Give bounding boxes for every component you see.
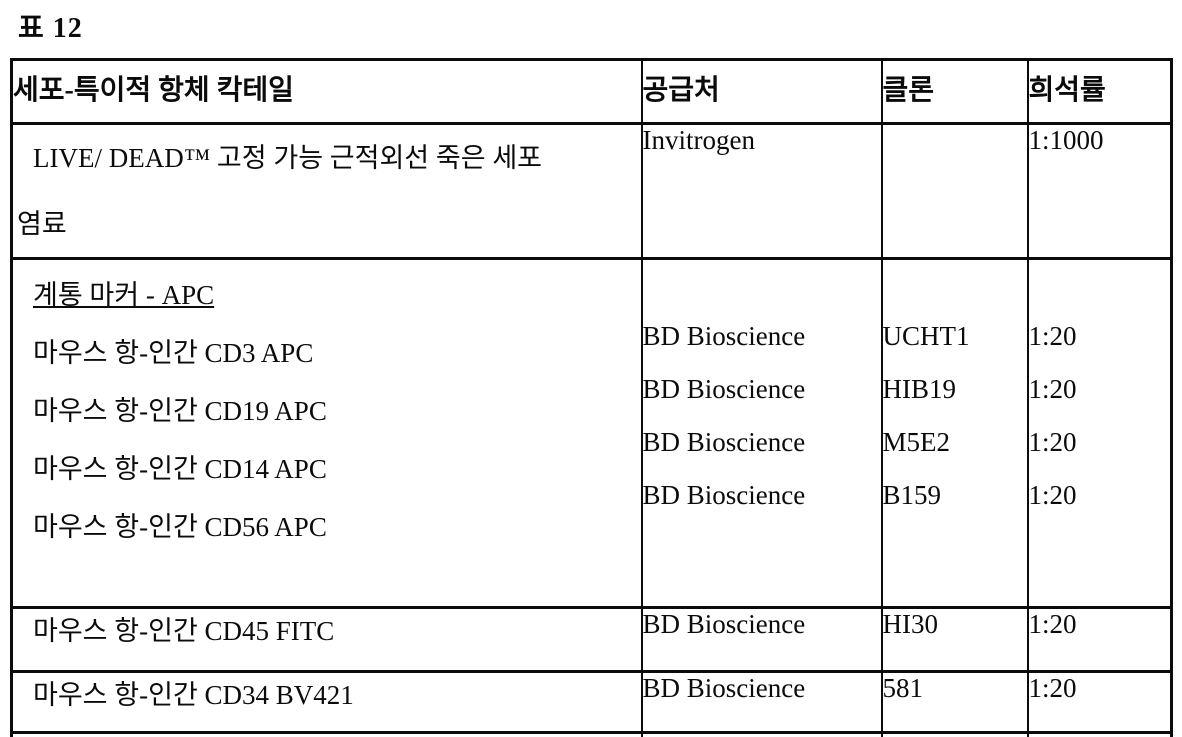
cell-dilution: 1:20 1:20 1:20 1:20 <box>1026 257 1173 609</box>
table-row-cd34-bv421: 마우스 항-인간 CD34 BV421 BD Bioscience 581 1:… <box>10 670 1173 734</box>
clone-line: M5E2 <box>882 427 951 457</box>
supplier-line: BD Bioscience <box>642 673 806 704</box>
header-cocktail: 세포-특이적 항체 칵테일 <box>10 58 643 125</box>
cell-cocktail: 마우스 항-인간 CD38 BV605 <box>10 731 643 737</box>
cell-cocktail: 마우스 항-인간 CD45 FITC <box>10 606 643 673</box>
cell-clone: HB7 <box>880 731 1029 737</box>
dilution-line: 1:20 <box>1028 480 1077 510</box>
cell-clone: HI30 <box>880 606 1029 673</box>
supplier-line: Invitrogen <box>642 125 755 156</box>
dilution-line: 1:20 <box>1030 735 1170 737</box>
table-row-lineage-markers-apc: 계통 마커 - APC 마우스 항-인간 CD3 APC 마우스 항-인간 CD… <box>10 257 1173 609</box>
cocktail-line: 마우스 항-인간 CD19 APC <box>33 396 327 426</box>
cell-supplier: BD Bioscience <box>640 731 883 737</box>
table-header-row: 세포-특이적 항체 칵테일 공급처 클론 희석률 <box>10 58 1173 125</box>
cocktail-line: 마우스 항-인간 CD34 BV421 <box>33 680 354 710</box>
clone-line: 581 <box>882 673 924 704</box>
cell-cocktail: 마우스 항-인간 CD34 BV421 <box>10 670 643 734</box>
clone-line: HI30 <box>882 609 939 640</box>
supplier-line: BD Bioscience <box>644 735 880 737</box>
cell-dilution: 1:20 <box>1026 606 1173 673</box>
supplier-line: BD Bioscience <box>642 609 806 640</box>
cocktail-line: 마우스 항-인간 CD56 APC <box>33 512 327 542</box>
cocktail-line: 마우스 항-인간 CD14 APC <box>33 454 327 484</box>
dilution-line: 1:20 <box>1028 321 1077 351</box>
cell-cocktail: LIVE/ DEAD™ 고정 가능 근적외선 죽은 세포 염료 <box>10 122 643 260</box>
group-label: 계통 마커 - APC <box>33 280 215 310</box>
supplier-line: BD Bioscience <box>642 480 806 510</box>
dilution-line: 1:1000 <box>1028 125 1104 156</box>
cell-supplier: BD Bioscience BD Bioscience BD Bioscienc… <box>640 257 883 609</box>
cell-cocktail: 계통 마커 - APC 마우스 항-인간 CD3 APC 마우스 항-인간 CD… <box>10 257 643 609</box>
dilution-line: 1:20 <box>1028 374 1077 404</box>
clone-line: HIB19 <box>882 374 957 404</box>
table-row-live-dead-dye: LIVE/ DEAD™ 고정 가능 근적외선 죽은 세포 염료 Invitrog… <box>10 122 1173 260</box>
cell-dilution: 1:20 <box>1026 731 1173 737</box>
supplier-line: BD Bioscience <box>642 321 806 351</box>
cell-dilution: 1:1000 <box>1026 122 1173 260</box>
cell-supplier: BD Bioscience <box>640 670 883 734</box>
table-row-cd38-bv605: 마우스 항-인간 CD38 BV605 BD Bioscience HB7 1:… <box>10 731 1173 737</box>
cell-clone-empty <box>880 122 1029 260</box>
header-supplier: 공급처 <box>640 58 883 125</box>
supplier-line: BD Bioscience <box>642 427 806 457</box>
antibody-table: 세포-특이적 항체 칵테일 공급처 클론 희석률 LIVE/ DEAD™ 고정 … <box>10 58 1173 737</box>
dilution-line: 1:20 <box>1028 427 1077 457</box>
cell-supplier: Invitrogen <box>640 122 883 260</box>
cell-clone: UCHT1 HIB19 M5E2 B159 <box>880 257 1029 609</box>
cocktail-line: 마우스 항-인간 CD3 APC <box>33 338 314 368</box>
supplier-line: BD Bioscience <box>642 374 806 404</box>
cell-dilution: 1:20 <box>1026 670 1173 734</box>
cell-supplier: BD Bioscience <box>640 606 883 673</box>
header-dilution: 희석률 <box>1026 58 1173 125</box>
cocktail-line: LIVE/ DEAD™ 고정 가능 근적외선 죽은 세포 <box>33 143 543 173</box>
clone-line: B159 <box>882 480 942 510</box>
table-row-cd45-fitc: 마우스 항-인간 CD45 FITC BD Bioscience HI30 1:… <box>10 606 1173 673</box>
table-caption: 표 12 <box>18 13 83 44</box>
clone-line: HB7 <box>884 735 1026 737</box>
cocktail-line: 마우스 항-인간 CD45 FITC <box>33 616 335 646</box>
clone-line: UCHT1 <box>882 321 970 351</box>
dilution-line: 1:20 <box>1028 609 1077 640</box>
cell-clone: 581 <box>880 670 1029 734</box>
dilution-line: 1:20 <box>1028 673 1077 704</box>
cocktail-line: 염료 <box>17 209 67 239</box>
header-clone: 클론 <box>880 58 1029 125</box>
